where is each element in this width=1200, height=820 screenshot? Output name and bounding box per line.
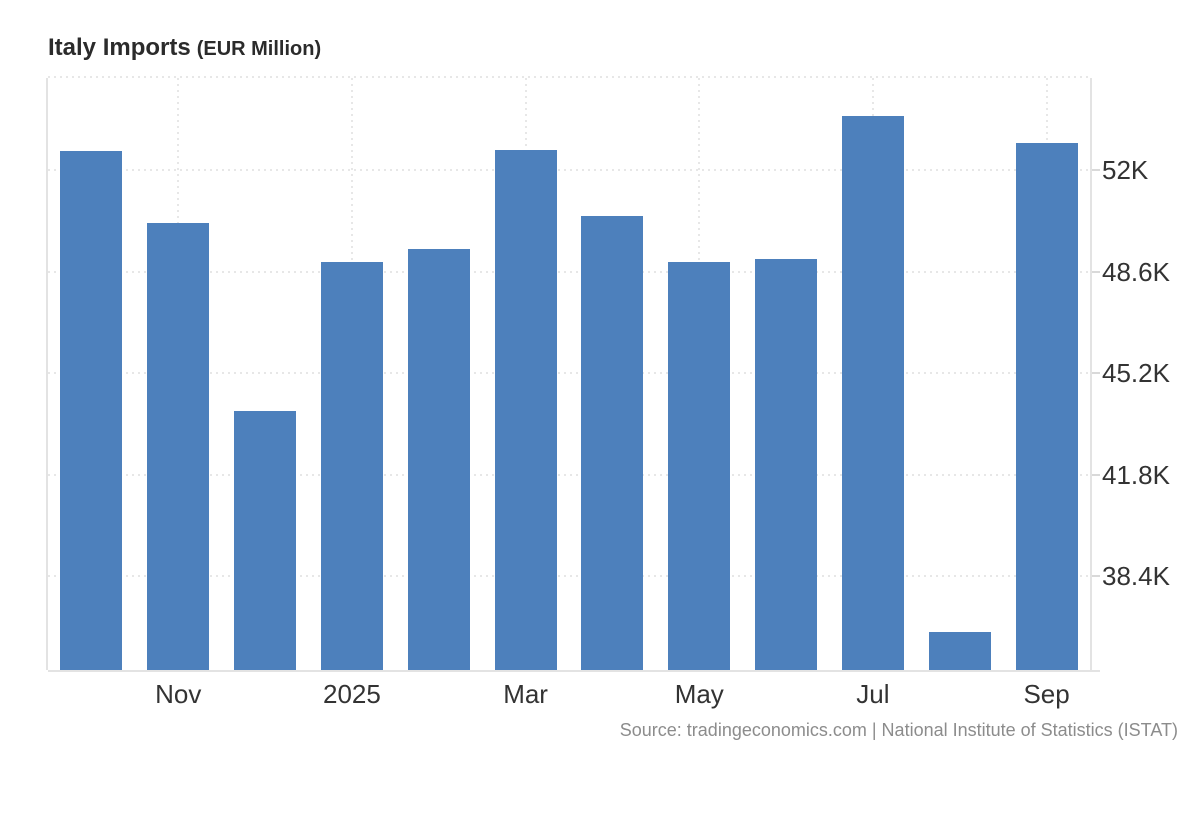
chart-title-main: Italy Imports — [48, 34, 191, 61]
y-axis-tick — [1090, 372, 1100, 375]
chart-title: Italy Imports (EUR Million) — [48, 34, 321, 62]
bar-jan-2025[interactable] — [320, 262, 383, 670]
bar-jul-2025[interactable] — [841, 116, 904, 670]
y-tick-label: 52K — [1102, 155, 1149, 186]
y-tick-label: 45.2K — [1102, 358, 1170, 389]
y-axis-line-right — [1090, 78, 1092, 670]
bar-oct-2024[interactable] — [60, 151, 123, 670]
bar-mar-2025[interactable] — [494, 149, 557, 670]
chart-title-unit: (EUR Million) — [196, 38, 322, 60]
x-axis-line — [48, 670, 1100, 672]
x-tick-label: Sep — [1023, 679, 1070, 709]
y-axis-tick — [1090, 473, 1100, 476]
y-tick-label: 38.4K — [1102, 561, 1170, 592]
bar-apr-2025[interactable] — [581, 215, 644, 670]
y-axis-line-left — [46, 78, 48, 670]
bar-dec-2024[interactable] — [234, 410, 297, 670]
bar-feb-2025[interactable] — [407, 248, 470, 670]
bar-nov-2024[interactable] — [147, 222, 210, 670]
x-tick-label: Nov — [155, 679, 202, 709]
source-attribution: Source: tradingeconomics.com | National … — [619, 720, 1178, 740]
x-tick-label: 2025 — [322, 679, 381, 709]
x-tick-label: May — [674, 679, 724, 709]
y-tick-label: 48.6K — [1102, 256, 1170, 287]
y-gridline — [48, 169, 1090, 172]
plot-border-top — [48, 76, 1092, 78]
y-axis-tick — [1090, 270, 1100, 273]
bar-jun-2025[interactable] — [755, 259, 818, 670]
x-tick-label: Mar — [503, 679, 548, 709]
bar-aug-2025[interactable] — [928, 632, 991, 670]
y-axis-tick — [1090, 169, 1100, 172]
bar-sep-2025[interactable] — [1015, 143, 1078, 670]
y-tick-label: 41.8K — [1102, 459, 1170, 490]
x-tick-label: Jul — [856, 679, 890, 709]
y-axis-tick — [1090, 575, 1100, 578]
bar-may-2025[interactable] — [668, 261, 731, 670]
